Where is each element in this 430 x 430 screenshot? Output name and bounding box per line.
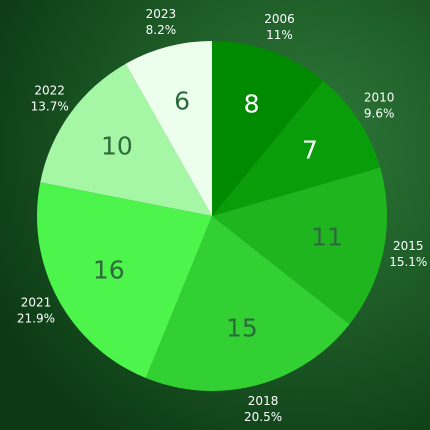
pie-slice bbox=[40, 63, 213, 217]
pie-slice bbox=[125, 41, 212, 216]
pie-slice bbox=[145, 216, 350, 391]
value-label: 8 bbox=[244, 90, 260, 119]
value-label: 11 bbox=[311, 223, 343, 252]
percent-label: 13.7% bbox=[31, 100, 69, 114]
percent-label: 11% bbox=[266, 28, 293, 42]
percent-label: 8.2% bbox=[146, 23, 177, 37]
value-label: 6 bbox=[174, 87, 190, 116]
pie-slice bbox=[212, 80, 381, 217]
category-label: 2010 bbox=[364, 91, 395, 105]
category-label: 2023 bbox=[146, 7, 177, 21]
category-label: 2022 bbox=[34, 84, 65, 98]
category-label: 2018 bbox=[248, 394, 279, 408]
pie-slice bbox=[212, 167, 387, 325]
percent-label: 15.1% bbox=[389, 255, 427, 269]
value-label: 16 bbox=[93, 256, 125, 285]
pie-slice bbox=[36, 182, 212, 379]
percent-label: 20.5% bbox=[244, 410, 282, 424]
category-label: 2021 bbox=[21, 295, 52, 309]
value-label: 7 bbox=[302, 136, 318, 165]
value-label: 10 bbox=[101, 131, 133, 160]
percent-label: 21.9% bbox=[17, 311, 55, 325]
category-label: 2015 bbox=[393, 239, 424, 253]
percent-label: 9.6% bbox=[364, 107, 395, 121]
category-label: 2006 bbox=[264, 12, 295, 26]
pie-slice bbox=[212, 41, 324, 216]
value-label: 15 bbox=[226, 313, 258, 342]
